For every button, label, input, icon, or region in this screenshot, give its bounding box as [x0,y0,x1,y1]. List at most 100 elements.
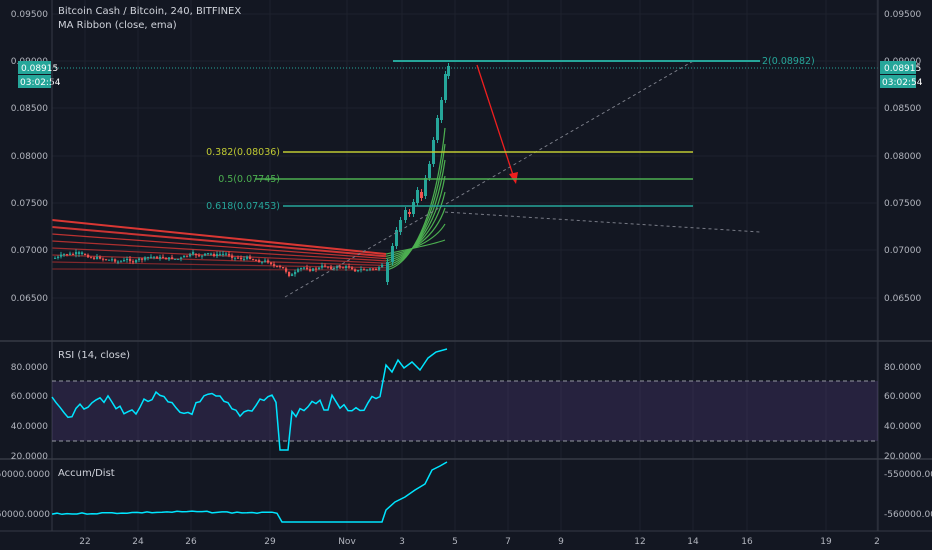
candle-body [288,271,291,276]
candle-body [243,258,246,260]
countdown-tag-left [18,75,51,88]
accum-tick-right: -550000.0000 [884,470,932,480]
candle-body [198,255,201,257]
candle-body [63,254,66,256]
time-axis[interactable]: 22 24 26 29 Nov 3 5 7 9 12 14 16 19 2 [79,537,880,547]
candle-body [270,262,273,265]
rsi-tick-right: 60.0000 [884,392,921,402]
time-tick: 5 [452,537,458,547]
candle-body [105,259,108,261]
candle-body [363,269,366,271]
candle-body [428,164,431,178]
candle-body [386,262,389,282]
rsi-axis[interactable]: 80.0000 80.0000 60.0000 60.0000 40.0000 40.00… [11,363,922,462]
accum-tick-left: -550000.0000 [0,470,50,480]
symbol-title[interactable]: Bitcoin Cash / Bitcoin, 240, BITFINEX [58,6,241,17]
time-tick: 26 [185,537,197,547]
candle-body [330,266,333,269]
candle-body [150,256,153,258]
candle-body [192,251,195,255]
candle-body [195,254,198,256]
indicator-title[interactable]: MA Ribbon (close, ema) [58,20,177,31]
price-tick-right: 0.08000 [884,152,921,162]
candle-body [114,259,117,262]
time-tick: 19 [820,537,832,547]
candle-body [168,257,171,260]
candle-body [249,256,252,260]
price-tick-right: 0.08500 [884,104,921,114]
candle-body [153,256,156,258]
candle-body [285,268,288,272]
countdown-tag-right [880,75,916,88]
candle-body [360,269,363,271]
candle-body [99,256,102,259]
candle-body [216,254,219,257]
candle-body [357,269,360,272]
rsi-tick-left: 80.0000 [11,363,48,373]
candle-body [78,252,81,254]
candle-body [129,258,132,262]
candle-body [96,256,99,259]
ribbon-red-line [51,261,387,269]
accum-axis[interactable]: -550000.0000 -550000.0000 -560000.0000 -560… [0,470,932,520]
ribbon-green-line [385,127,446,271]
candle-body [81,252,84,254]
candle-body [123,259,126,262]
rsi-tick-right: 20.0000 [884,452,921,462]
candle-body [84,254,87,255]
candle-body [204,253,207,256]
price-axis[interactable]: 0.095000.095000.090000.090000.085000.085… [11,10,922,304]
ribbon-red-line [51,254,387,267]
price-tick-left: 0.09500 [11,10,48,20]
rsi-tick-left: 40.0000 [11,422,48,432]
candle-body [282,267,285,269]
fib-label-05: 0.5(0.07745) [218,174,280,185]
time-tick: 16 [741,537,753,547]
candle-body [321,265,324,268]
candle-body [369,268,372,270]
candle-body [306,267,309,270]
ribbon-red-line [51,247,387,264]
candle-body [297,269,300,272]
candle-body [222,253,225,255]
last-price-right: 0.08915 [884,64,921,74]
candle-body [412,202,415,214]
candle-body [339,266,342,268]
candle-body [54,257,57,259]
accum-tick-right: -560000.0000 [884,510,932,520]
candle-body [404,210,407,220]
candle-body [309,269,312,271]
candle-body [174,258,177,260]
candle-body [165,257,168,260]
candle-body [420,192,423,198]
time-tick: Nov [338,537,356,547]
candle-body [117,261,120,263]
candle-body [57,256,60,258]
candle-body [252,259,255,261]
candle-body [207,253,210,255]
candle-body [120,261,123,263]
last-price-tag-left [18,61,51,74]
trend-line-2[interactable] [444,211,761,233]
rsi-title[interactable]: RSI (14, close) [58,350,130,361]
candle-body [408,212,411,214]
candle-body [261,261,264,263]
time-tick: 12 [634,537,645,547]
fib-label-2: 2(0.08982) [762,56,815,67]
ribbon-red-line [51,240,387,262]
candle-body [264,260,267,262]
arrow-line[interactable] [476,64,515,179]
candle-body [87,254,90,258]
candle-body [147,257,150,259]
ribbon-green-line [385,159,446,267]
candle-body [213,254,216,257]
candle-body [348,266,351,268]
candle-body [219,254,222,256]
candle-body [210,253,213,255]
accum-line [51,461,448,523]
candle-body [177,258,180,260]
candle-body [186,255,189,257]
candle-body [183,255,186,258]
accum-title[interactable]: Accum/Dist [58,468,115,479]
